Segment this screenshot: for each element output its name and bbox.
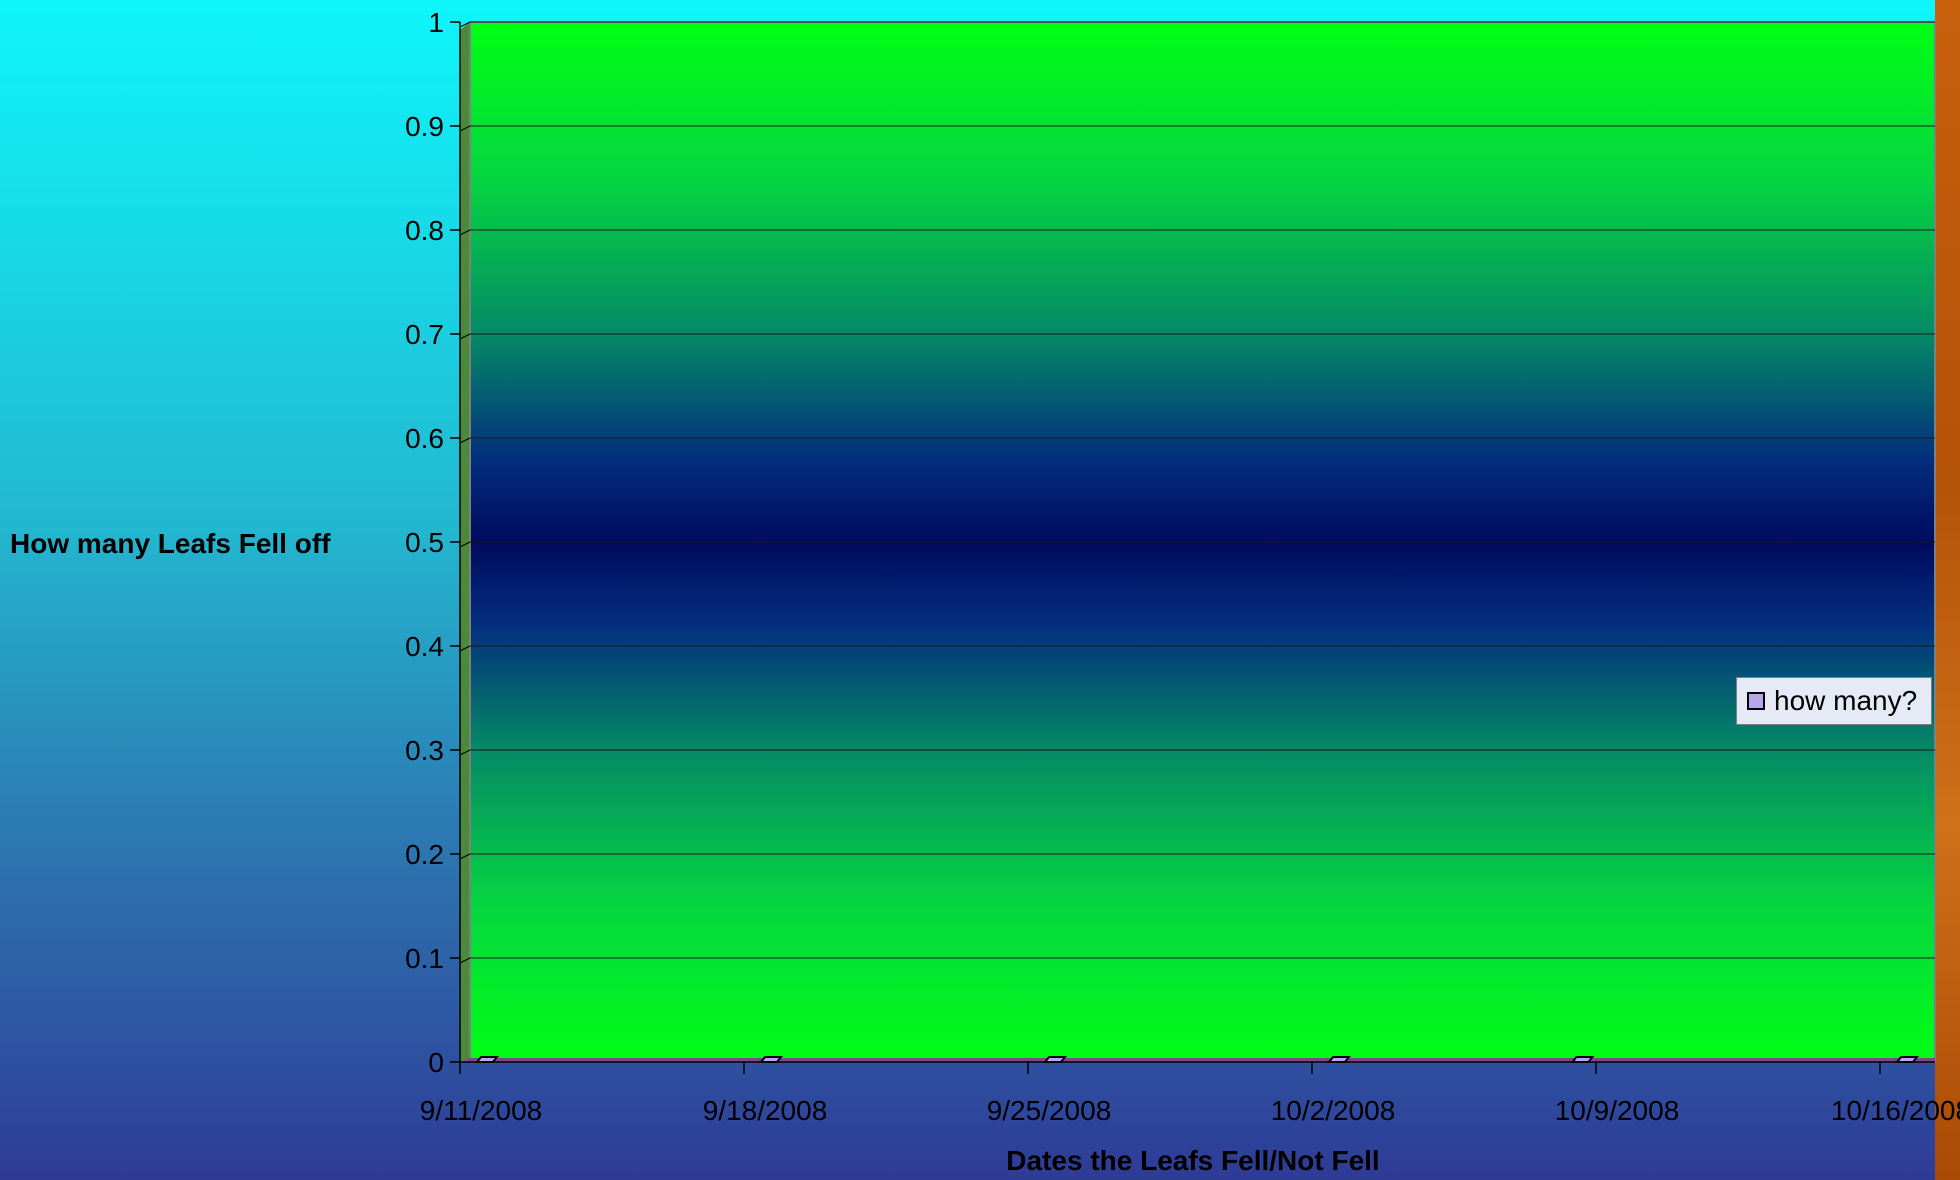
y-tick-labels: 0 0.1 0.2 0.3 0.4 0.5 0.6 0.7 0.8 0.9 1 — [405, 7, 444, 1078]
axes — [450, 21, 1935, 1074]
data-point — [1570, 1056, 1595, 1063]
y-tick-label: 0.6 — [405, 423, 444, 454]
y-tick-label: 0.7 — [405, 319, 444, 350]
y-tick-label: 0.2 — [405, 839, 444, 870]
gridline-diagonal — [459, 125, 471, 132]
y-tick-label: 1 — [428, 7, 444, 38]
plot-wall-depth — [460, 22, 470, 1063]
gridline-diagonal — [459, 541, 471, 548]
x-tick-label: 10/9/2008 — [1555, 1095, 1680, 1126]
y-tick-label: 0.4 — [405, 631, 444, 662]
gridline-diagonal — [459, 21, 471, 28]
legend-swatch — [1747, 692, 1765, 710]
data-point — [1042, 1056, 1068, 1063]
gridline-diagonal — [459, 853, 471, 860]
series-how-many — [474, 1056, 1920, 1063]
gridline-diagonal — [459, 333, 471, 340]
legend-label: how many? — [1774, 685, 1918, 716]
gridline-diagonal — [459, 229, 471, 236]
gridline-diagonal — [459, 645, 471, 652]
y-tick-label: 0.8 — [405, 215, 444, 246]
x-axis-title: Dates the Leafs Fell/Not Fell — [1006, 1145, 1379, 1176]
gridline-diagonal — [459, 437, 471, 444]
x-tick-label: 9/18/2008 — [703, 1095, 828, 1126]
x-tick-labels: 9/11/2008 9/18/2008 9/25/2008 10/2/2008 10/9… — [420, 1095, 1960, 1126]
x-tick-label: 9/11/2008 — [420, 1095, 543, 1126]
gridline-diagonal — [459, 749, 471, 756]
x-tick-label: 9/25/2008 — [987, 1095, 1112, 1126]
x-tick-label: 10/16/2008 — [1831, 1095, 1960, 1126]
y-tick-label: 0 — [428, 1047, 444, 1078]
data-point — [1326, 1056, 1352, 1063]
data-point — [474, 1056, 500, 1063]
y-tick-label: 0.3 — [405, 735, 444, 766]
gridlines — [459, 21, 1935, 964]
legend: how many? — [1736, 677, 1932, 725]
y-tick-label: 0.9 — [405, 111, 444, 142]
gridline-diagonal — [459, 957, 471, 964]
x-tick-label: 10/2/2008 — [1271, 1095, 1396, 1126]
y-tick-label: 0.5 — [405, 527, 444, 558]
slide-edge-decoration — [1935, 0, 1960, 1180]
y-axis-title: How many Leafs Fell off — [10, 528, 331, 559]
data-point — [1894, 1056, 1920, 1063]
y-tick-label: 0.1 — [405, 943, 444, 974]
data-point — [758, 1056, 784, 1063]
